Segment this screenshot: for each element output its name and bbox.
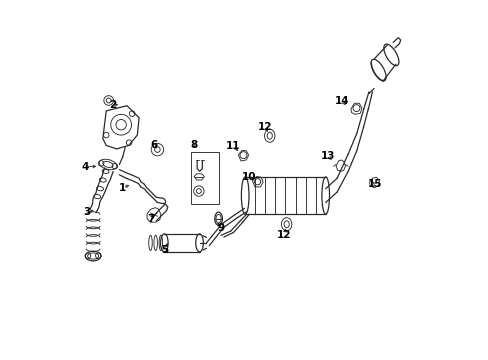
Text: 12: 12 xyxy=(276,230,291,240)
Text: 10: 10 xyxy=(242,172,256,182)
Text: 13: 13 xyxy=(320,152,335,162)
Text: 4: 4 xyxy=(81,162,89,172)
Text: 1: 1 xyxy=(119,183,126,193)
Text: 11: 11 xyxy=(226,141,240,151)
Text: 12: 12 xyxy=(258,122,272,132)
Text: 15: 15 xyxy=(367,179,382,189)
Text: 7: 7 xyxy=(146,214,154,224)
Text: 3: 3 xyxy=(83,207,91,217)
Text: 5: 5 xyxy=(161,245,167,255)
Text: 14: 14 xyxy=(334,95,348,105)
Text: 8: 8 xyxy=(190,140,197,150)
Text: 6: 6 xyxy=(150,140,157,150)
Text: 2: 2 xyxy=(109,100,116,110)
Bar xyxy=(190,152,219,204)
Text: 9: 9 xyxy=(217,224,224,233)
